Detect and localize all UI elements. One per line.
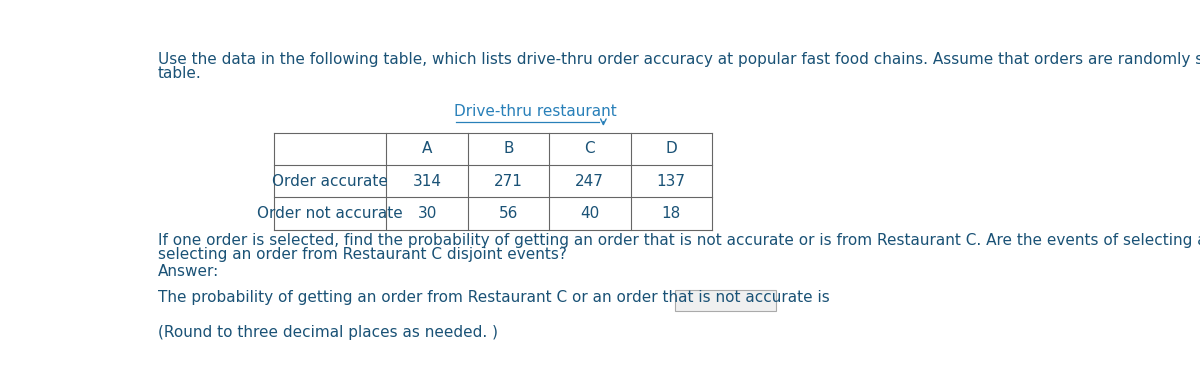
Text: 247: 247 (575, 174, 605, 189)
Text: Order accurate: Order accurate (272, 174, 388, 189)
Text: Answer:: Answer: (157, 264, 220, 279)
Text: selecting an order from Restaurant C disjoint events?: selecting an order from Restaurant C dis… (157, 247, 566, 262)
Text: Drive-thru restaurant: Drive-thru restaurant (454, 104, 617, 119)
Text: 56: 56 (499, 206, 518, 221)
FancyBboxPatch shape (676, 290, 776, 311)
Text: 30: 30 (418, 206, 437, 221)
Text: 314: 314 (413, 174, 442, 189)
Text: B: B (503, 141, 514, 156)
Text: table.: table. (157, 66, 202, 81)
Text: The probability of getting an order from Restaurant C or an order that is not ac: The probability of getting an order from… (157, 290, 829, 305)
Text: Order not accurate: Order not accurate (257, 206, 403, 221)
Text: 271: 271 (494, 174, 523, 189)
Text: 137: 137 (656, 174, 685, 189)
Text: C: C (584, 141, 595, 156)
Text: D: D (665, 141, 677, 156)
Text: (Round to three decimal places as needed. ): (Round to three decimal places as needed… (157, 325, 498, 340)
Text: Use the data in the following table, which lists drive-thru order accuracy at po: Use the data in the following table, whi… (157, 52, 1200, 67)
Text: 40: 40 (580, 206, 600, 221)
Text: 18: 18 (661, 206, 680, 221)
Text: If one order is selected, find the probability of getting an order that is not a: If one order is selected, find the proba… (157, 233, 1200, 248)
Text: A: A (422, 141, 432, 156)
